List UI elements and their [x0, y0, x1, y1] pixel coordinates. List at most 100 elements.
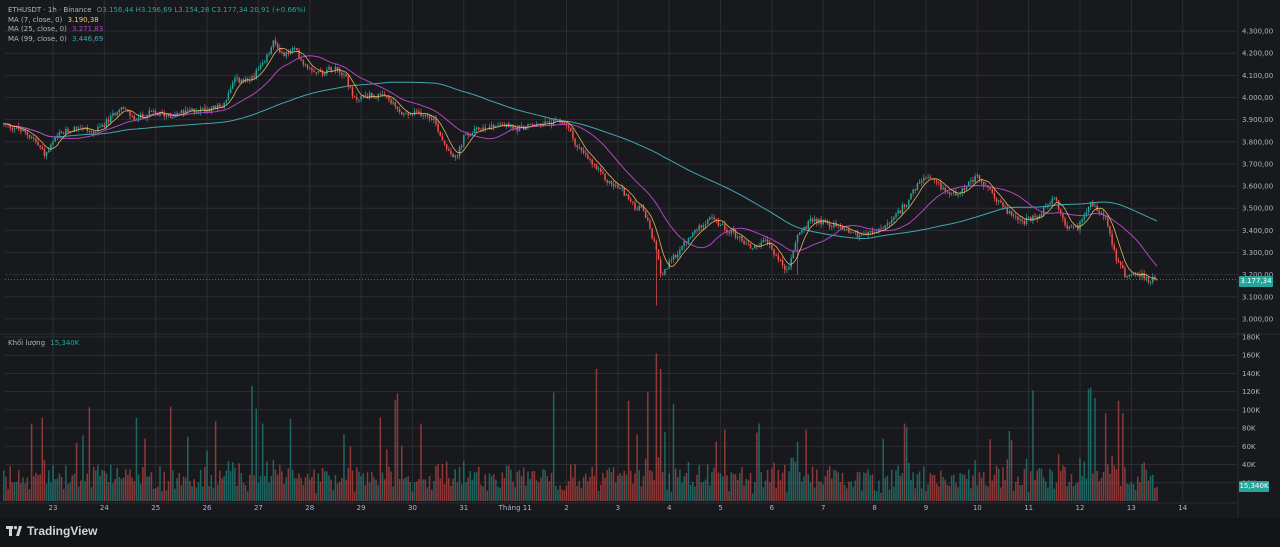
candle-body — [1015, 215, 1017, 217]
candle-body — [24, 129, 26, 132]
legend-ma7-row[interactable]: MA (7, close, 0) 3.190,38 — [8, 16, 306, 26]
volume-bar — [869, 475, 872, 501]
price-tick-label: 3.400,00 — [1242, 227, 1273, 235]
candle-body — [1141, 272, 1143, 277]
ma7-label: MA (7, close, 0) — [8, 15, 63, 24]
chart-area[interactable]: 4.300,00 4.200,00 4.100,00 4.000,00 3.900,00… — [0, 0, 1280, 518]
volume-bar — [409, 481, 412, 501]
candle-body — [43, 149, 46, 156]
candle-body — [659, 259, 662, 274]
candle-body — [978, 174, 981, 179]
volume-bar — [212, 487, 215, 501]
time-tick-label: 31 — [459, 504, 468, 512]
volume-bar — [525, 485, 527, 501]
volume-bar — [118, 476, 121, 501]
candle-body — [253, 76, 255, 79]
candle-body — [621, 187, 623, 189]
candle-body — [67, 128, 69, 133]
candle-body — [698, 225, 700, 231]
candle-body — [30, 137, 33, 139]
volume-bar — [794, 461, 797, 501]
candle-body — [1002, 202, 1004, 207]
candle-body — [336, 66, 339, 70]
candle-body — [452, 153, 454, 158]
volume-bar — [781, 472, 784, 501]
candle-body — [298, 50, 300, 59]
volume-bar — [497, 486, 499, 501]
candle-body — [884, 225, 887, 229]
volume-bar — [1117, 400, 1120, 501]
volume-bar — [227, 460, 230, 501]
volume-bar — [1062, 465, 1064, 501]
candle-body — [531, 124, 534, 125]
volume-bar — [403, 478, 405, 501]
candle-body — [985, 185, 987, 187]
volume-bar — [214, 421, 217, 501]
price-tick-label: 4.200,00 — [1242, 50, 1273, 58]
volume-bar — [90, 487, 93, 501]
volume-bar — [1059, 470, 1062, 501]
candle-body — [287, 52, 290, 55]
candlestick-chart[interactable]: 4.300,00 4.200,00 4.100,00 4.000,00 3.900,00… — [0, 0, 1280, 518]
candle-body — [713, 217, 715, 220]
tradingview-logo[interactable]: TradingView — [6, 523, 97, 539]
candle-body — [777, 255, 780, 260]
candle-body — [341, 72, 343, 75]
candle-body — [715, 219, 718, 221]
volume-bar — [386, 449, 388, 501]
candle-body — [1051, 198, 1053, 204]
candle-body — [854, 230, 857, 233]
legend-ma99-row[interactable]: MA (99, close, 0) 3.446,69 — [8, 35, 306, 45]
volume-bar — [163, 471, 166, 501]
candle-body — [1042, 207, 1045, 214]
volume-bar — [1021, 484, 1023, 501]
volume-bar — [1072, 485, 1075, 501]
candle-body — [424, 115, 427, 116]
volume-bar — [1023, 469, 1026, 501]
volume-bar — [377, 484, 379, 501]
candle-body — [897, 210, 899, 214]
volume-bar — [1006, 459, 1009, 501]
volume-bar — [454, 469, 456, 501]
legend-symbol-row[interactable]: ETHUSDT · 1h · Binance O3.156,44 H3.196,… — [8, 6, 306, 16]
time-tick-label: 24 — [100, 504, 109, 512]
candle-body — [1012, 215, 1015, 217]
candle-body — [858, 235, 861, 237]
candle-body — [390, 99, 392, 104]
price-tick-label: 3.700,00 — [1242, 160, 1273, 168]
volume-bar — [174, 488, 176, 501]
candle-body — [20, 129, 22, 132]
candle-body — [548, 121, 551, 123]
volume-bar — [1038, 468, 1041, 501]
volume-bar — [157, 486, 159, 501]
volume-bar — [965, 478, 968, 501]
candle-body — [642, 207, 645, 212]
candle-body — [871, 231, 874, 233]
volume-bar — [1134, 489, 1137, 501]
volume-tick-label: 80K — [1242, 425, 1256, 433]
time-tick-label: 7 — [821, 504, 825, 512]
candle-body — [131, 115, 133, 117]
candle-body — [1137, 272, 1139, 275]
candle-body — [1004, 206, 1006, 208]
volume-bar — [591, 467, 593, 501]
volume-bar — [268, 482, 270, 501]
volume-bar — [535, 480, 538, 501]
candle-body — [227, 93, 230, 101]
legend-ma25-row[interactable]: MA (25, close, 0) 3.271,83 — [8, 25, 306, 35]
volume-bar — [251, 386, 253, 501]
volume-bar — [1019, 484, 1021, 501]
volume-bar — [351, 470, 354, 501]
candle-body — [760, 242, 762, 246]
volume-bar — [195, 487, 198, 501]
volume-bar — [713, 467, 715, 501]
volume-bar — [1145, 469, 1148, 501]
volume-bar — [623, 470, 626, 501]
candle-body — [1062, 213, 1064, 219]
volume-bar — [946, 484, 949, 501]
candle-body — [105, 119, 108, 128]
volume-legend[interactable]: Khối lượng 15,340K — [8, 339, 79, 347]
candle-body — [1077, 225, 1079, 230]
candle-body — [39, 145, 41, 148]
candle-body — [368, 93, 371, 99]
